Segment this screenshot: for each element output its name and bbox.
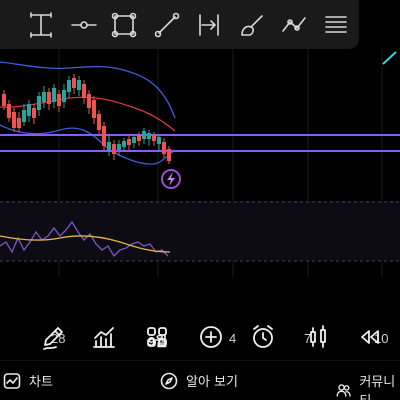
add-circle-icon[interactable] <box>194 320 228 354</box>
nav-chart-label: 차트 <box>29 375 53 390</box>
nav-explore[interactable]: 알아 보기 <box>160 371 238 390</box>
candlestick-icon[interactable] <box>301 320 335 354</box>
bollinger-upper-band <box>0 61 176 119</box>
rsi-signal-line <box>0 235 171 253</box>
rewind-icon[interactable] <box>353 320 387 354</box>
candles <box>2 74 171 164</box>
x-axis-label: 7 <box>304 331 312 346</box>
chart-canvas[interactable] <box>0 49 400 307</box>
drawing-toolbar <box>0 0 359 49</box>
nav-chart[interactable]: 차트 <box>3 371 53 390</box>
rectangle-icon[interactable] <box>106 7 142 43</box>
chart-icon <box>3 372 21 389</box>
brush-icon[interactable] <box>234 7 270 43</box>
community-icon <box>336 384 351 397</box>
horizontal-ray-icon[interactable] <box>66 7 102 43</box>
layouts-grid-icon[interactable] <box>140 320 174 354</box>
chart-toolbar <box>0 310 400 360</box>
fib-retracement-icon[interactable] <box>318 7 354 43</box>
compass-icon <box>160 372 178 389</box>
rsi-pane-background <box>0 201 400 261</box>
path-icon[interactable] <box>276 7 312 43</box>
bottom-navigation: 차트 알아 보기 커뮤니티 <box>0 360 400 400</box>
price-chart[interactable]: 28 9월 4 7 10 <box>0 49 400 349</box>
text-cursor-icon[interactable] <box>23 7 59 43</box>
x-axis-label: 28 <box>51 331 66 346</box>
nav-explore-label: 알아 보기 <box>186 375 238 390</box>
date-range-icon[interactable] <box>191 7 227 43</box>
pencil-icon[interactable] <box>36 320 70 354</box>
trend-arrow-icon <box>382 51 397 65</box>
nav-community[interactable]: 커뮤니티 <box>336 371 400 400</box>
rsi-line <box>0 220 169 258</box>
nav-community-label: 커뮤니티 <box>359 375 396 400</box>
x-axis-label: 4 <box>229 331 237 346</box>
trend-line-icon[interactable] <box>149 7 185 43</box>
indicators-icon[interactable] <box>87 320 121 354</box>
alarm-clock-icon[interactable] <box>246 320 280 354</box>
alert-lightning-icon <box>161 169 181 189</box>
